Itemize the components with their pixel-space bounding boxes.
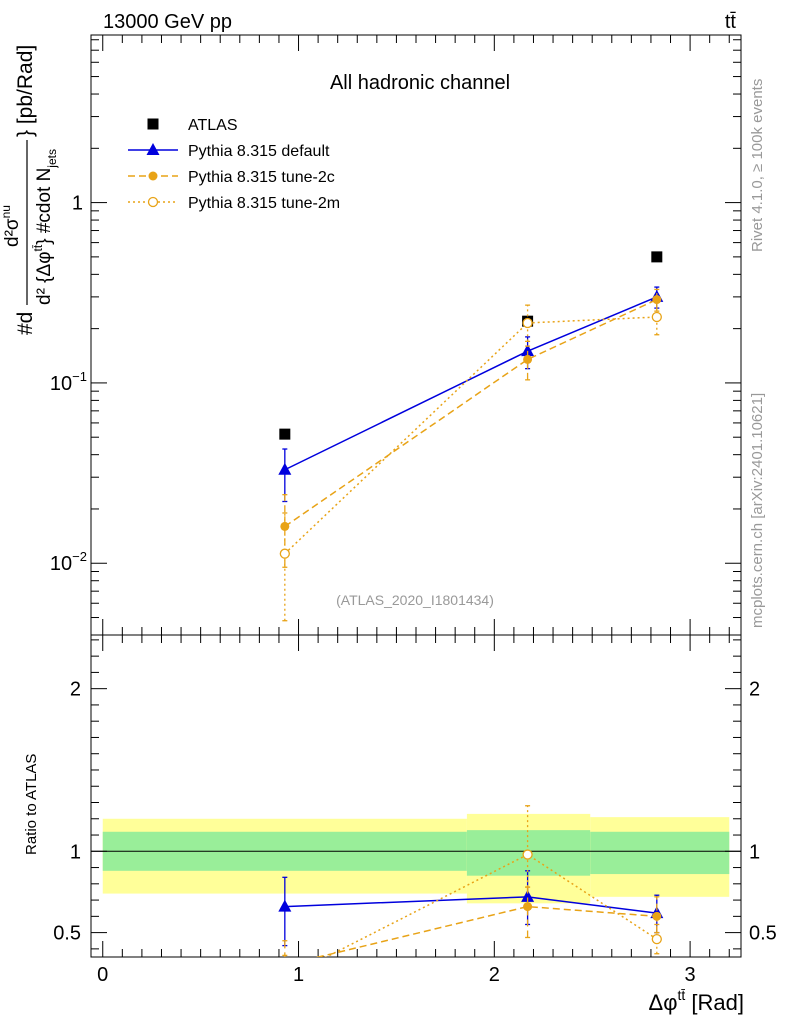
ratio-line: [315, 905, 657, 957]
energy-label: 13000 GeV pp: [103, 11, 232, 33]
ylabel-den-suffix: } #cdot N: [34, 168, 55, 245]
main-y-tick-label: 10−1: [50, 369, 87, 395]
ylabel-prefix: #d: [14, 312, 37, 335]
ratio-panel-ticks: 0.5 0.5 1 1 2 2 0 1 2 3: [53, 635, 777, 986]
legend-label: Pythia 8.315 default: [188, 143, 330, 160]
mcplots-label: mcplots.cern.ch [arXiv:2401.10621]: [749, 393, 766, 628]
ratio-y-tick-label: 1: [70, 841, 81, 863]
data-point: [279, 428, 291, 440]
ratio-point: [278, 899, 292, 912]
chart-title: All hadronic channel: [330, 72, 510, 94]
ratio-y-tick-label-right: 1: [749, 841, 760, 863]
data-point: [651, 311, 662, 323]
ratio-point: [522, 849, 533, 860]
analysis-label: (ATLAS_2020_I1801434): [336, 592, 494, 608]
data-point: [280, 521, 290, 531]
svg-text:} [pb/Rad]: } [pb/Rad]: [14, 45, 37, 137]
legend-label: ATLAS: [188, 117, 238, 134]
data-point: [522, 317, 533, 329]
data-point: [651, 251, 663, 263]
svg-text:d² {Δφtt̄} #cdot Njets: d² {Δφtt̄} #cdot Njets: [31, 149, 59, 305]
x-tick-label: 2: [489, 964, 500, 986]
rivet-label: Rivet 4.1.0, ≥ 100k events: [749, 79, 766, 252]
svg-text:d²σnu: d²σnu: [0, 205, 23, 247]
series-pythia-8-315-default: [278, 286, 664, 503]
ratio-point: [280, 974, 289, 983]
series-atlas: [279, 251, 663, 440]
xlabel-main: Δφ: [649, 990, 678, 1015]
main-y-tick-label: 1: [72, 193, 83, 215]
ratio-series-pythia-8-315-tune-2m: [280, 805, 662, 983]
legend-marker: [147, 196, 159, 208]
x-tick-label: 1: [293, 964, 304, 986]
legend-entry: Pythia 8.315 tune-2c: [128, 169, 335, 186]
ylabel-den-sub: jets: [45, 149, 59, 169]
legend-marker: [147, 118, 159, 130]
ratio-y-tick-label: 0.5: [53, 923, 81, 945]
ratio-y-tick-label: 2: [70, 679, 81, 701]
ratio-y-tick-label-right: 2: [749, 679, 760, 701]
ratio-panel-frame: [90, 634, 742, 958]
ratio-point: [652, 911, 662, 921]
ratio-y-tick-label-right: 0.5: [749, 923, 777, 945]
x-axis-title: Δφtt̄ [Rad]: [649, 987, 744, 1015]
ylabel-numerator-sup: nu: [0, 205, 13, 218]
process-label: tt̄: [725, 11, 737, 33]
main-panel-series: [278, 251, 664, 622]
series-line: [284, 316, 657, 555]
ratio-y-axis-title: Ratio to ATLAS: [23, 754, 40, 855]
legend-entry: Pythia 8.315 tune-2m: [128, 195, 340, 212]
main-y-tick-label: 10−2: [50, 549, 87, 575]
ratio-line: [284, 896, 657, 914]
xlabel-unit: [Rad]: [685, 990, 744, 1015]
x-tick-label: 0: [97, 964, 108, 986]
legend-entry: Pythia 8.315 default: [128, 143, 330, 160]
ylabel-denominator: d² {Δφ: [34, 251, 55, 305]
ylabel-numerator: d²σ: [2, 218, 23, 247]
series-pythia-8-315-tune-2c: [280, 288, 662, 568]
main-panel-ticks: 10−2 10−1 1: [50, 35, 741, 635]
ratio-panel-series: [278, 805, 664, 983]
legend-marker: [148, 171, 158, 181]
ratio-point: [651, 933, 662, 945]
legend-marker: [146, 143, 160, 155]
ratio-series-group: [278, 805, 664, 983]
legend: ATLAS Pythia 8.315 default Pythia 8.315 tu…: [128, 117, 340, 212]
uncertainty-band-inner: [590, 831, 730, 875]
data-point: [523, 354, 533, 364]
ratio-point: [523, 902, 533, 912]
xlabel-sup: tt̄: [678, 987, 686, 1003]
ratio-bands: [91, 813, 741, 904]
svg-text:#d: #d: [14, 312, 37, 335]
main-y-axis-title: #d d²σnu d² {Δφtt̄} #cdot Njets } [pb/Ra…: [0, 45, 59, 335]
x-tick-label: 3: [685, 964, 696, 986]
ylabel-bracket: } [pb/Rad]: [14, 45, 37, 137]
legend-label: Pythia 8.315 tune-2c: [188, 169, 335, 186]
data-point: [278, 462, 292, 475]
data-point: [279, 548, 290, 559]
ratio-point: [521, 889, 535, 902]
ratio-point: [280, 961, 289, 970]
data-point: [521, 344, 535, 357]
legend-label: Pythia 8.315 tune-2m: [188, 195, 340, 212]
legend-entry: ATLAS: [147, 117, 238, 134]
series-line: [284, 296, 658, 471]
ratio-line: [324, 853, 658, 957]
series-line: [284, 298, 658, 528]
series-pythia-8-315-tune-2m: [279, 301, 662, 622]
ylabel-den-sup: tt̄: [31, 244, 45, 251]
